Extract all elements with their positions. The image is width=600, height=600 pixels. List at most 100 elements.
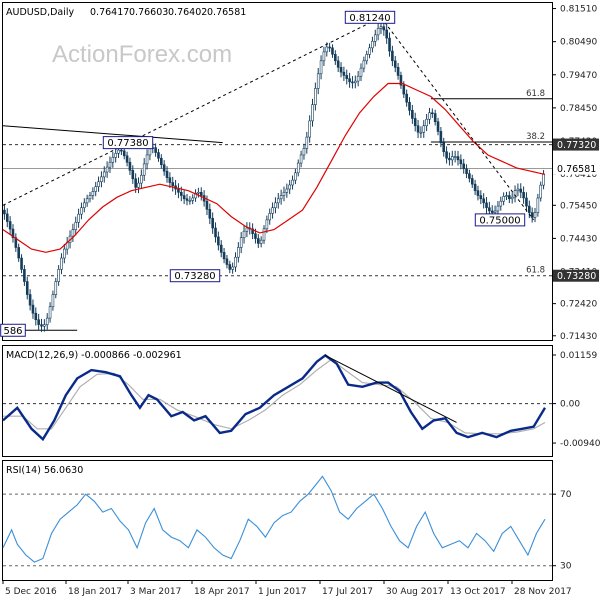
candle-body (334, 54, 337, 62)
candle-body (177, 188, 180, 193)
candle-body (242, 230, 246, 239)
sma-line (2, 82, 546, 253)
date-tick-label: 3 Mar 2017 (130, 587, 181, 597)
candle-body (282, 191, 286, 196)
candle-body (225, 258, 229, 265)
candle-body (336, 60, 340, 68)
candle-body (37, 319, 40, 325)
candle-body (162, 164, 166, 172)
candle-body (171, 182, 175, 187)
candle-body (214, 227, 217, 238)
candle-body (168, 177, 172, 183)
candle-body (157, 152, 160, 159)
candle-body (428, 112, 431, 120)
candle-body (262, 228, 266, 241)
candle-body (442, 142, 446, 153)
candle-body (316, 73, 320, 89)
candle-body (533, 212, 537, 218)
candle-body (331, 47, 334, 55)
candle-body (396, 67, 400, 76)
ohlc-close: 0.76581 (207, 7, 246, 18)
candle-body (488, 207, 491, 212)
candle-body (368, 47, 371, 55)
candle-body (371, 41, 374, 49)
candle-body (23, 269, 26, 282)
candle-body (510, 196, 514, 200)
annotation-0: 0.81240 (344, 10, 396, 24)
candle-body (302, 148, 306, 156)
axis-tag-77320-label: 0.77320 (557, 140, 596, 151)
candle-body (63, 248, 66, 259)
candle-body (234, 256, 237, 268)
candle-body (482, 198, 485, 204)
date-tick-label: 30 Aug 2017 (386, 587, 444, 597)
candle-body (222, 252, 226, 260)
candle-body (237, 247, 240, 258)
candle-body (134, 178, 137, 188)
candle-body (513, 190, 517, 198)
axis-tag-73280-label: 0.73280 (557, 271, 596, 282)
annotation-label: 0.75000 (479, 215, 520, 226)
macd-trendline (325, 354, 457, 423)
candle-body (17, 247, 20, 259)
candle-body (80, 207, 83, 215)
candle-body (131, 170, 135, 180)
candle-body (188, 200, 192, 202)
macd-line (2, 353, 547, 442)
candle-body (71, 229, 75, 237)
candle-body (393, 60, 397, 68)
candle-body (508, 195, 511, 200)
candle-body (100, 176, 103, 183)
candle-body (268, 213, 272, 221)
candle-body (445, 151, 448, 159)
candle-body (308, 120, 311, 138)
candle-body (117, 149, 120, 154)
candle-body (271, 207, 274, 214)
candle-body (128, 161, 132, 171)
candle-body (274, 202, 277, 209)
date-tick-label: 28 Nov 2017 (514, 587, 572, 597)
candle-body (505, 195, 508, 197)
candle-body (465, 168, 468, 174)
candle-body (459, 159, 463, 165)
candle-body (339, 67, 343, 73)
candle-body (83, 202, 86, 209)
axis-tag-73280-bg (553, 269, 599, 282)
candle-body (54, 281, 58, 295)
candle-body (105, 166, 109, 173)
ohlc-high: 0.76603 (129, 7, 168, 18)
candle-body (382, 26, 386, 31)
candle-body (399, 75, 403, 86)
candle-body (362, 60, 366, 69)
chart-symbol: AUDUSD,Daily (6, 7, 75, 18)
candle-body (140, 174, 143, 184)
candle-body (433, 113, 437, 122)
annotation-box (474, 213, 526, 227)
price-tick-label: 0.81510 (560, 5, 597, 15)
candle-body (450, 156, 454, 161)
candle-body (8, 221, 12, 230)
candle-body (476, 190, 480, 196)
fib-label: 61.8 (526, 89, 545, 99)
candle-body (60, 257, 63, 270)
candle-body (405, 93, 408, 103)
macd-tick-label: 0.00 (560, 400, 580, 410)
candle-body (522, 191, 525, 199)
candle-body (485, 202, 488, 209)
candle-body (359, 67, 363, 77)
rsi-tick-label: 70 (560, 490, 572, 500)
candle-body (542, 173, 545, 186)
candle-body (322, 51, 326, 62)
candle-body (11, 228, 15, 239)
price-tick-label: 0.74430 (560, 234, 597, 244)
candle-body (296, 162, 300, 174)
candle-body (145, 154, 149, 165)
price-tick-label: 0.75450 (560, 201, 597, 211)
candle-body (288, 184, 291, 190)
candle-body (391, 50, 394, 62)
candle-body (536, 197, 540, 213)
candle-body (228, 264, 232, 270)
candle-body (217, 236, 220, 246)
candle-body (154, 147, 157, 153)
annotation-4: 586 (0, 323, 26, 337)
